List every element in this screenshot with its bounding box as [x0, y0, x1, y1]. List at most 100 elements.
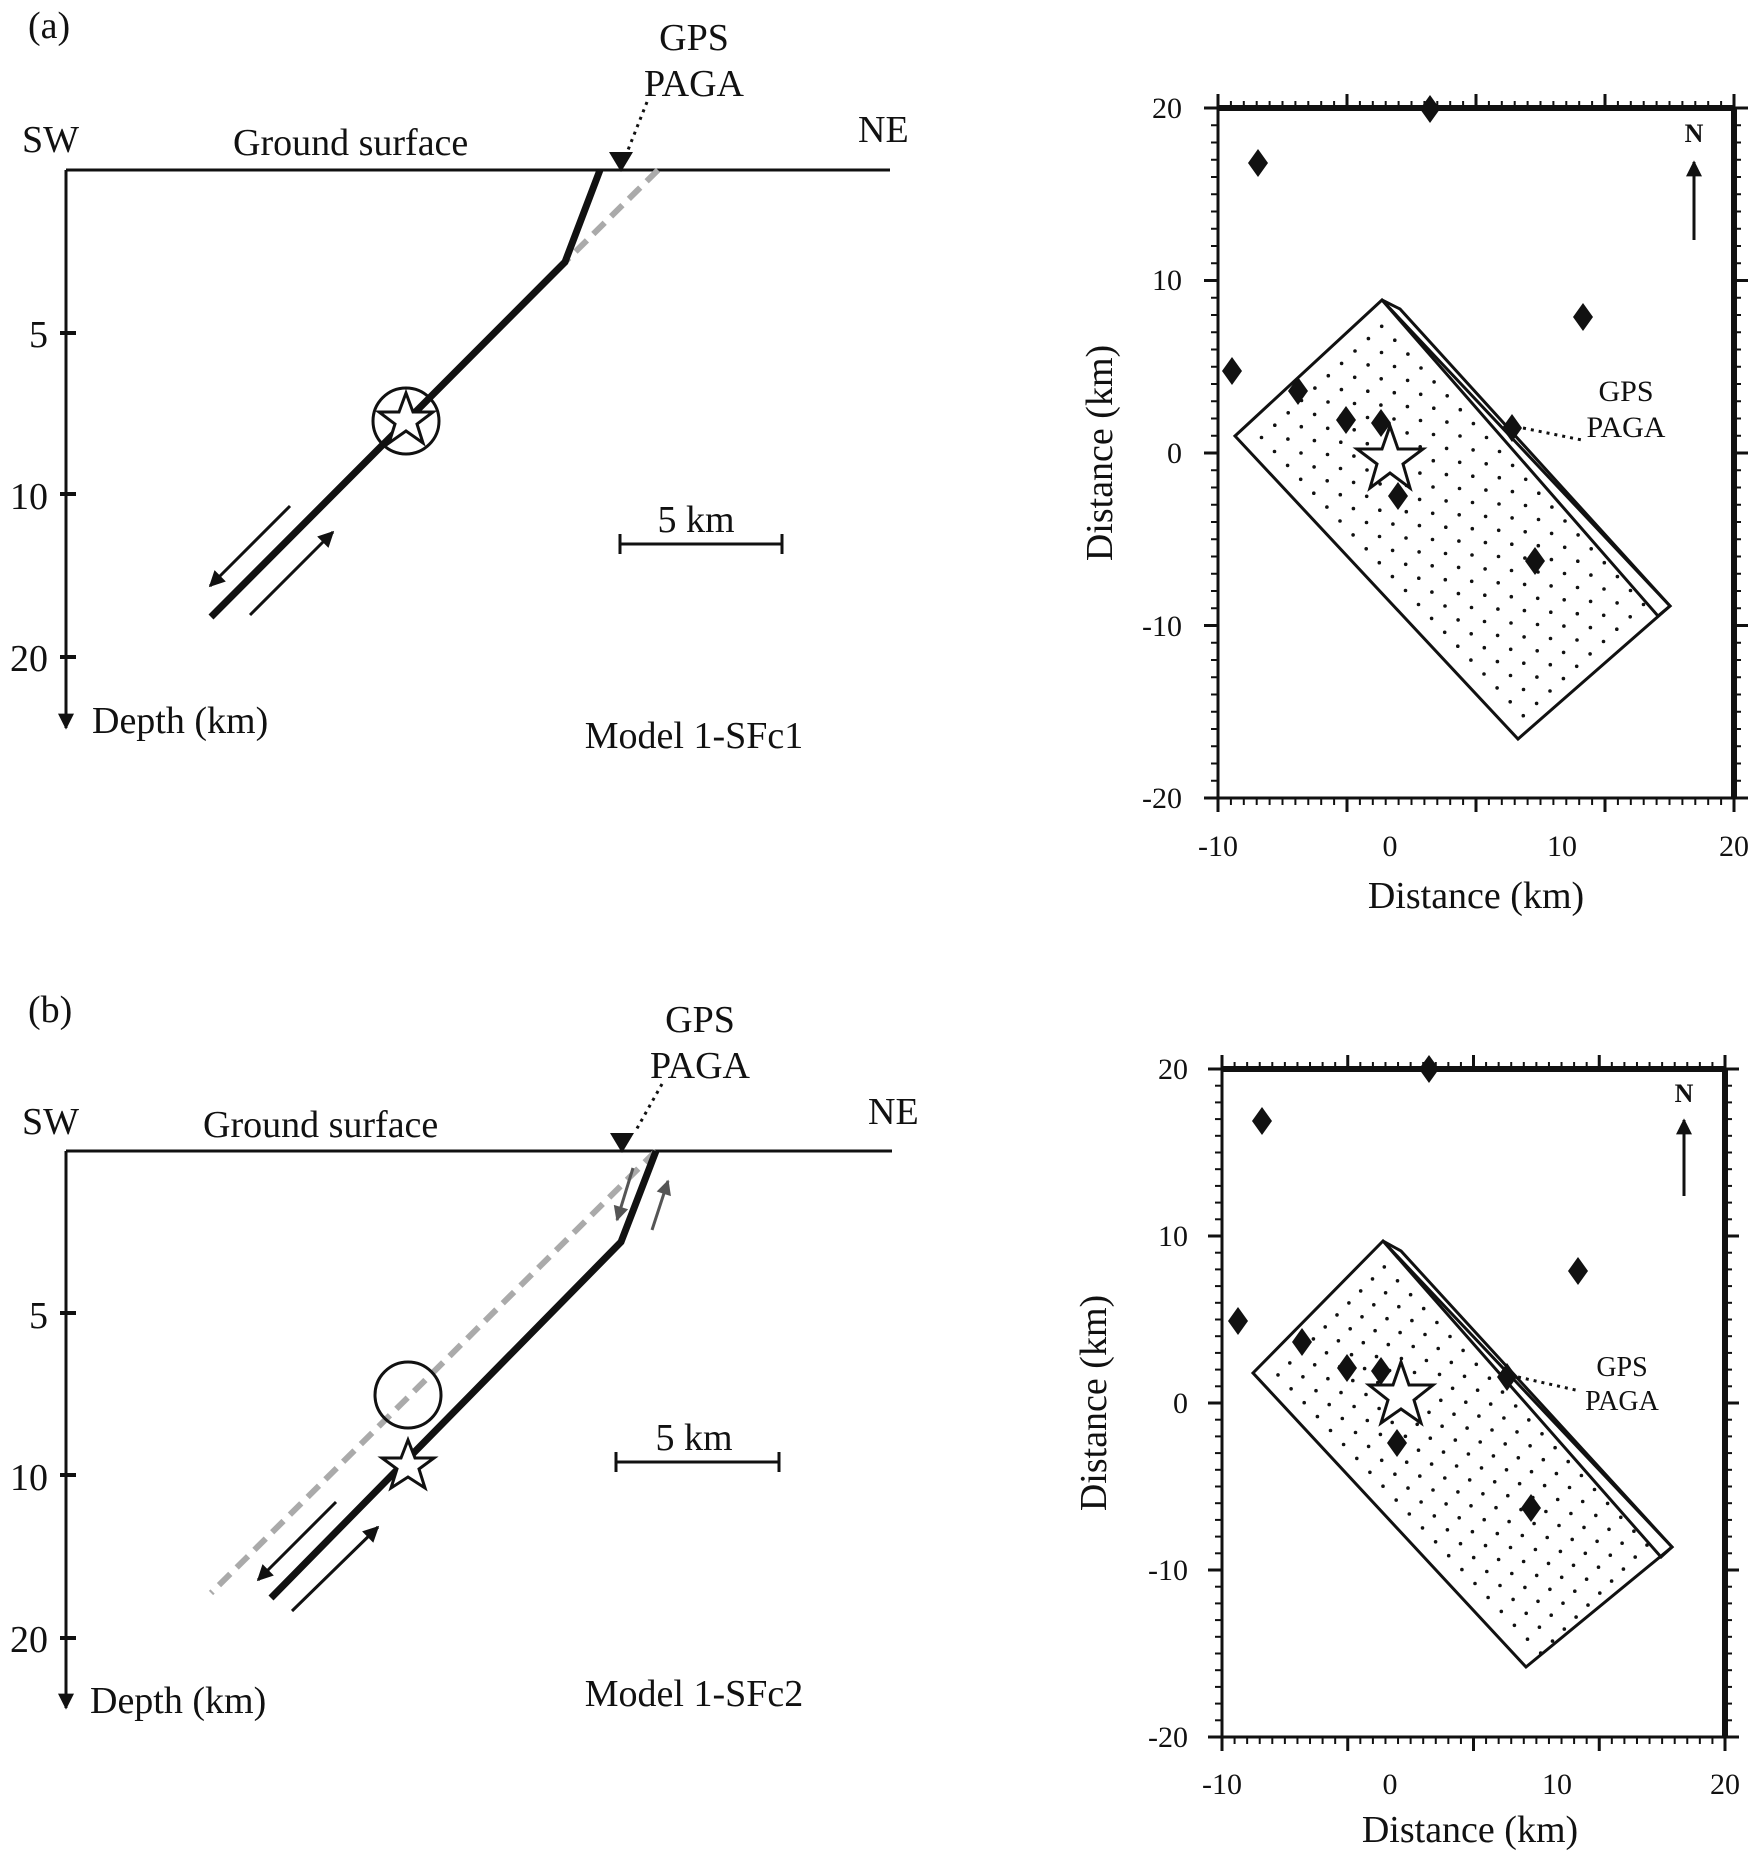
slip-patch-dot [1478, 1440, 1482, 1444]
slip-patch-dot [1482, 619, 1487, 624]
slip-patch-dot [1583, 1551, 1588, 1556]
slip-patch-dot [1482, 1517, 1486, 1522]
slip-patch-dot [1500, 1390, 1505, 1394]
slip-patch-dot [1364, 547, 1368, 551]
slip-patch-dot [1444, 499, 1448, 503]
slip-patch-dot [1471, 1555, 1476, 1560]
depth-tick-label-5: 5 [29, 1295, 48, 1337]
slip-patch-dot [1418, 392, 1423, 397]
slip-patch-dot [1510, 489, 1515, 494]
fault-slip-patch-dots [1276, 1265, 1649, 1655]
paga-label: PAGA [644, 63, 745, 105]
slip-patch-dot [1580, 1499, 1585, 1504]
slip-patch-dot [1456, 591, 1461, 596]
slip-patch-dot [1328, 1428, 1333, 1433]
slip-patch-dot [1365, 468, 1369, 472]
slip-patch-dot [1492, 1480, 1497, 1484]
slip-patch-dot [1404, 1460, 1409, 1464]
slip-patch-dot [1445, 1528, 1450, 1532]
slip-patch-dot [1588, 625, 1593, 630]
gps-station-marker [1337, 1354, 1357, 1382]
slip-patch-dot [1562, 598, 1566, 602]
gps-station-marker [1568, 1257, 1588, 1285]
slip-patch-dot [1338, 519, 1342, 523]
slip-patch-dot [1299, 451, 1303, 455]
y-tick-label: -10 [1148, 1554, 1188, 1587]
gps-station-marker [1420, 95, 1440, 123]
slip-patch-dot [1378, 508, 1382, 512]
slip-patch-dot [1523, 556, 1527, 560]
slip-patch-dot [1460, 1567, 1464, 1572]
slip-patch-dot [1523, 503, 1528, 508]
y-tick-label: 10 [1158, 1220, 1188, 1253]
slip-patch-dot [1410, 1318, 1414, 1323]
slip-patch-dot [1351, 480, 1356, 485]
slip-patch-dot [1418, 471, 1422, 475]
slip-patch-dot [1423, 1332, 1427, 1337]
slip-patch-dot [1351, 1378, 1355, 1383]
slip-patch-dot [1339, 1390, 1343, 1395]
slip-patch-dot [1432, 1514, 1437, 1518]
depth-tick-label-5: 5 [29, 314, 48, 356]
slip-patch-dot [1576, 533, 1580, 537]
slip-patch-dot [1588, 652, 1592, 656]
gps-leader-line [1517, 1375, 1581, 1393]
slip-patch-dot [1542, 1483, 1547, 1488]
y-tick-label: 20 [1158, 1053, 1188, 1086]
slip-patch-dot [1312, 438, 1317, 443]
slip-patch-dot [1335, 1313, 1339, 1317]
footwall-slip-arrow [290, 1525, 380, 1613]
slip-patch-dot [1566, 1459, 1570, 1464]
gps-leader-line [633, 1083, 664, 1133]
slip-patch-dot [1499, 1609, 1504, 1614]
slip-patch-dot [1325, 505, 1329, 509]
slip-patch-dot [1339, 440, 1343, 445]
slip-patch-dot [1469, 579, 1474, 584]
slip-patch-dot [1470, 553, 1474, 557]
slip-patch-dot [1431, 432, 1436, 437]
shallow-footwall-slip-arrow [650, 1179, 671, 1231]
gps-station-marker [1248, 149, 1268, 177]
gps-station-marker [1419, 1055, 1439, 1083]
slip-patch-dot [1558, 1549, 1563, 1554]
x-tick-label: -10 [1198, 830, 1238, 863]
slip-patch-dot [1462, 1374, 1467, 1379]
slip-patch-dot [1365, 415, 1370, 420]
slip-patch-dot [1615, 574, 1620, 579]
slip-patch-dot [1488, 1402, 1493, 1406]
gps-station-marker [1252, 1107, 1272, 1135]
slip-patch-dot [1621, 1567, 1626, 1571]
slip-patch-dot [1510, 516, 1514, 520]
gps-station-marker [610, 1133, 634, 1153]
gps-leader-line [1522, 426, 1583, 442]
slip-patch-dot [1442, 630, 1447, 635]
y-tick-label: 0 [1173, 1387, 1188, 1420]
slip-patch-dot [1347, 1301, 1351, 1305]
slip-patch-dot [1549, 584, 1553, 588]
slip-patch-dot [1510, 463, 1515, 468]
slip-patch-dot [1338, 492, 1343, 497]
slip-patch-dot [1579, 1473, 1584, 1478]
model-label: Model 1-SFc1 [585, 715, 804, 757]
panel-a: (a) SW NE Ground surface GPS PAGA 5 10 2… [10, 5, 1749, 917]
slip-patch-dot [1521, 713, 1526, 718]
slip-patch-dot [1574, 664, 1579, 669]
slip-patch-dot [1596, 1565, 1601, 1569]
slip-patch-dot [1502, 1416, 1506, 1420]
fault-top-strip [1380, 298, 1673, 619]
slip-patch-dot [1508, 647, 1513, 652]
slip-patch-dot [1373, 1328, 1377, 1333]
slip-patch-dot [1385, 1316, 1389, 1321]
slip-patch-dot [1555, 1497, 1560, 1502]
slip-patch-dot [1497, 449, 1502, 454]
slip-patch-dot [1417, 550, 1421, 554]
slip-patch-dot [1534, 1573, 1539, 1578]
slip-patch-dot [1510, 1571, 1514, 1576]
sw-label: SW [22, 1101, 79, 1143]
slip-patch-dot [1431, 485, 1435, 489]
slip-patch-dot [1545, 1535, 1549, 1540]
y-tick-label: 0 [1167, 437, 1182, 470]
slip-patch-dot [1445, 420, 1449, 424]
slip-patch-dot [1549, 1613, 1553, 1617]
